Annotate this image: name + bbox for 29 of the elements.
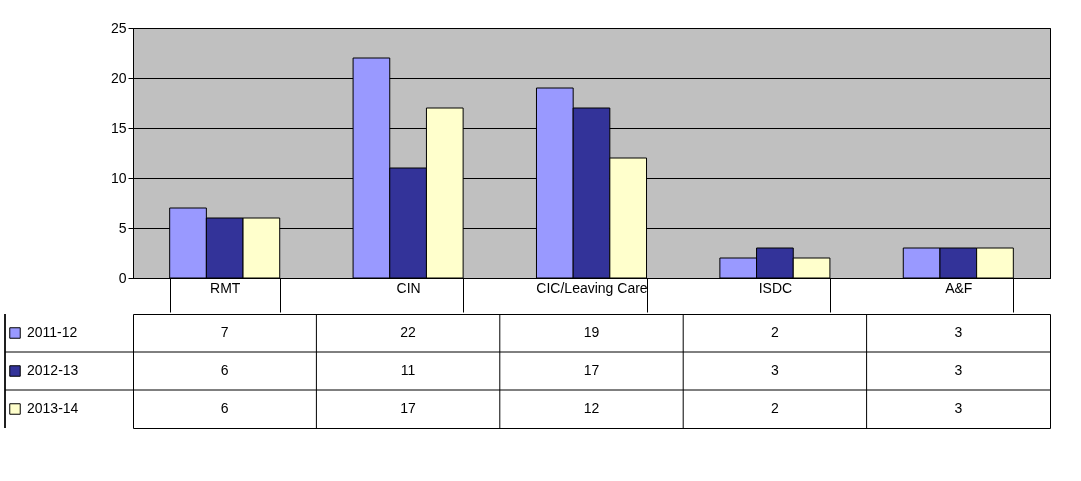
- legend-label: 2013-14: [27, 400, 79, 416]
- data-label: 11: [400, 362, 416, 378]
- data-label: 7: [220, 324, 229, 340]
- y-tick-label: 5: [118, 219, 127, 236]
- x-tick-label: CIN: [396, 279, 421, 296]
- data-label: 17: [400, 400, 417, 416]
- data-label: 6: [220, 400, 229, 416]
- data-label: 2: [771, 400, 779, 416]
- data-label: 6: [220, 362, 229, 378]
- x-tick-label: A&F: [945, 279, 973, 296]
- legend-label: 2011-12: [27, 324, 78, 340]
- y-tick-label: 15: [110, 119, 127, 136]
- y-tick-label: 10: [110, 169, 127, 186]
- data-label: 22: [400, 324, 417, 340]
- data-label: 3: [954, 400, 963, 416]
- data-label: 17: [583, 362, 600, 378]
- data-label: 3: [954, 324, 963, 340]
- data-label: 3: [771, 362, 779, 378]
- y-tick-label: 25: [110, 19, 127, 36]
- y-tick-label: 0: [118, 269, 127, 286]
- legend-label: 2012-13: [27, 362, 79, 378]
- data-label: 12: [583, 400, 600, 416]
- data-label: 3: [954, 362, 963, 378]
- x-tick-label: ISDC: [758, 279, 793, 296]
- x-tick-label: CIC/Leaving Care: [536, 279, 648, 296]
- data-label: 2: [771, 324, 779, 340]
- x-tick-label: RMT: [210, 279, 241, 296]
- data-label: 19: [583, 324, 600, 340]
- y-tick-label: 20: [110, 69, 127, 86]
